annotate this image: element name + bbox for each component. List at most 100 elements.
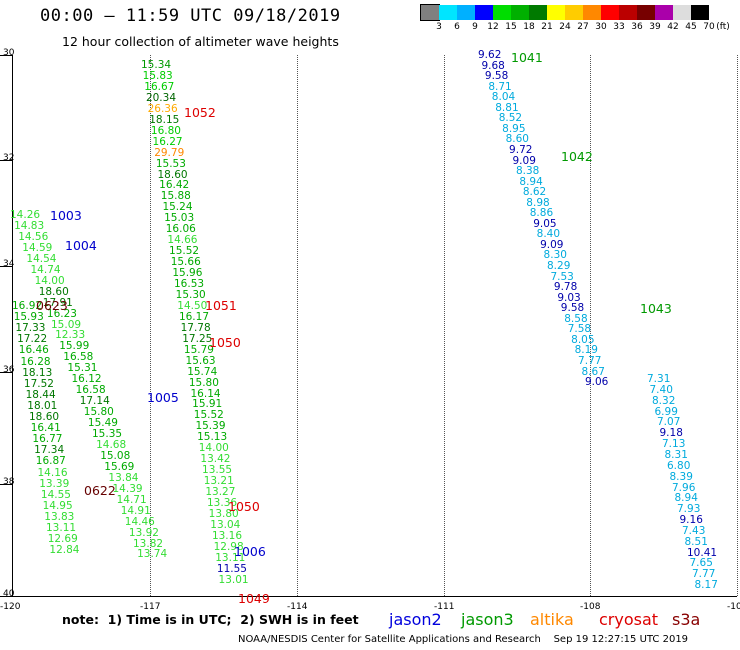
swh-value: 15.80 — [83, 406, 114, 419]
colorbar-label: 39 — [649, 22, 661, 32]
swh-value: 15.79 — [183, 343, 214, 356]
swh-value: 14.26 — [10, 209, 41, 221]
latitude-tick — [0, 55, 12, 56]
swh-value: 12.33 — [55, 329, 86, 342]
colorbar-label: 12 — [487, 22, 499, 32]
swh-value: 15.66 — [170, 256, 201, 269]
colorbar-label: 24 — [559, 22, 571, 32]
swh-value: 17.91 — [42, 296, 73, 309]
colorbar-swatch — [493, 5, 511, 20]
longitude-line — [590, 55, 592, 596]
swh-value: 14.16 — [37, 466, 68, 479]
swh-value: 12.84 — [49, 544, 80, 557]
swh-value: 14.55 — [40, 488, 71, 501]
swh-value: 17.22 — [17, 333, 48, 346]
longitude-line — [737, 55, 739, 596]
swh-value: 14.00 — [34, 274, 65, 287]
swh-value: 14.50 — [177, 299, 208, 312]
swh-value: 13.01 — [218, 573, 249, 586]
latitude-label: 40 — [3, 589, 15, 599]
swh-value: 8.51 — [684, 535, 708, 548]
pass-id-label: 1042 — [561, 149, 593, 164]
latitude-label: 34 — [3, 259, 15, 269]
swh-value: 8.30 — [543, 249, 567, 262]
swh-value: 8.98 — [526, 196, 550, 209]
swh-value: 16.58 — [75, 384, 106, 397]
map-subtitle: 12 hour collection of altimeter wave hei… — [62, 34, 339, 49]
swh-value: 7.07 — [657, 416, 681, 429]
swh-value: 13.55 — [202, 464, 233, 477]
swh-value: 18.44 — [25, 388, 56, 401]
swh-value: 15.74 — [187, 365, 218, 378]
colorbar-label: 27 — [577, 22, 589, 32]
swh-value: 13.84 — [108, 471, 139, 484]
swh-value: 14.71 — [116, 493, 147, 506]
swh-value: 7.93 — [677, 503, 701, 516]
swh-value: 16.58 — [63, 351, 94, 364]
swh-value: 15.83 — [142, 69, 173, 82]
swh-value: 16.28 — [20, 355, 51, 368]
swh-value: 7.96 — [672, 481, 696, 494]
colorbar-swatch — [637, 5, 655, 20]
swh-value: 15.69 — [104, 460, 135, 473]
swh-value: 14.59 — [22, 241, 53, 254]
colorbar-label: 42 — [667, 22, 679, 32]
pass-id-label: 1005 — [147, 390, 179, 405]
swh-value: 8.95 — [502, 122, 526, 135]
legend-s3a: s3a — [672, 610, 701, 629]
swh-value: 8.86 — [529, 207, 554, 220]
swh-value: 14.00 — [198, 442, 229, 455]
colorbar-swatch — [547, 5, 565, 20]
swh-value: 8.32 — [652, 394, 676, 407]
colorbar-swatch — [691, 5, 709, 20]
colorbar-label: 15 — [505, 22, 517, 32]
swh-value: 15.39 — [195, 420, 226, 433]
swh-value: 9.18 — [659, 427, 683, 440]
swh-value: 8.60 — [505, 133, 529, 146]
colorbar-swatch — [529, 5, 547, 20]
swh-value: 15.91 — [192, 398, 223, 411]
swh-value: 14.95 — [42, 499, 73, 512]
swh-value: 18.13 — [22, 366, 53, 379]
longitude-label: -117 — [140, 602, 161, 612]
colorbar-label: 36 — [631, 22, 643, 32]
colorbar-label: 70 — [703, 22, 715, 32]
swh-value: 16.14 — [190, 387, 221, 400]
latitude-tick — [0, 484, 12, 485]
swh-value: 13.83 — [44, 510, 75, 523]
swh-value: 14.91 — [120, 504, 151, 517]
swh-value: 13.80 — [208, 507, 239, 520]
swh-value: 16.06 — [165, 223, 196, 236]
swh-value: 7.31 — [647, 373, 671, 385]
swh-value: 15.52 — [193, 409, 224, 422]
swh-value: 29.79 — [154, 146, 185, 159]
swh-value: 8.67 — [581, 365, 605, 378]
colorbar-swatch — [475, 5, 493, 20]
swh-value: 18.60 — [157, 168, 188, 181]
swh-value: 6.99 — [654, 405, 678, 418]
swh-value: 8.17 — [694, 579, 718, 592]
swh-value: 9.16 — [679, 514, 703, 527]
swh-value: 9.03 — [557, 291, 581, 304]
swh-value: 8.94 — [674, 492, 698, 505]
swh-value: 14.54 — [26, 252, 57, 265]
swh-value: 8.52 — [498, 112, 523, 125]
legend-altika: altika — [530, 610, 574, 629]
swh-value: 14.39 — [112, 482, 143, 495]
colorbar-label: 33 — [613, 22, 625, 32]
pass-id-label: 1050 — [228, 499, 260, 514]
swh-value: 13.82 — [133, 537, 164, 550]
swh-value: 15.53 — [155, 157, 186, 170]
colorbar-label: 3 — [436, 22, 442, 32]
swh-value: 7.65 — [689, 557, 713, 570]
colorbar-swatch — [439, 5, 457, 20]
swh-value: 15.24 — [162, 201, 193, 214]
swh-value: 17.33 — [15, 322, 46, 335]
swh-value: 9.72 — [509, 143, 533, 156]
swh-value: 9.05 — [533, 217, 557, 230]
swh-value: 16.27 — [152, 135, 183, 148]
swh-value: 8.39 — [669, 470, 693, 483]
longitude-label: -114 — [287, 602, 308, 612]
map-title: 00:00 – 11:59 UTC 09/18/2019 — [40, 6, 341, 26]
